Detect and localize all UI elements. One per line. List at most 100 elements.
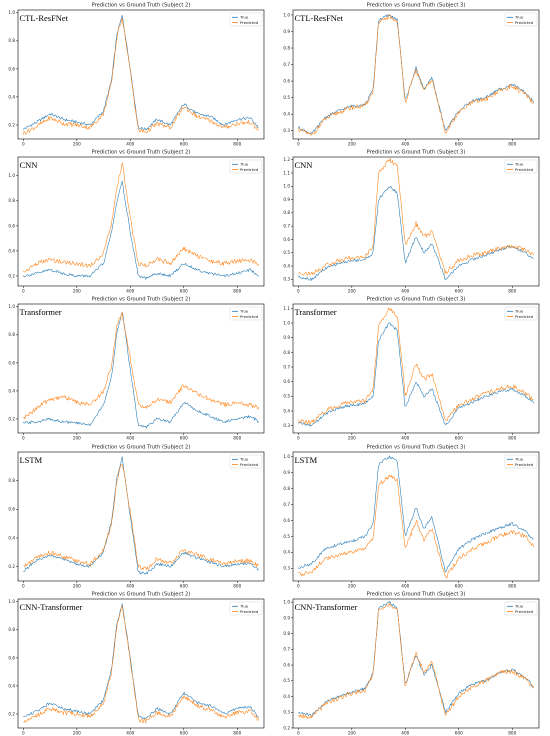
- series-line-predicted: [298, 307, 534, 425]
- legend-label-predicted: Predicted: [515, 167, 534, 172]
- y-tick-label: 0.6: [283, 379, 290, 384]
- chart-panel-5: Prediction vs Ground Truth (Subject 3) 0.…: [283, 297, 540, 441]
- x-tick-label: 600: [180, 288, 188, 293]
- model-name-label: CNN-Transformer: [295, 602, 358, 612]
- y-tick-label: 0.6: [283, 79, 290, 84]
- plot-area: [292, 156, 540, 287]
- x-tick-label: 400: [126, 436, 134, 441]
- chart-panel-9: Prediction vs Ground Truth (Subject 3) 0.…: [283, 591, 540, 735]
- y-tick-label: 0.2: [8, 417, 15, 422]
- chart-title: Prediction vs Ground Truth (Subject 2): [92, 2, 191, 8]
- legend-label-predicted: Predicted: [240, 461, 259, 466]
- chart-title: Prediction vs Ground Truth (Subject 3): [367, 591, 466, 597]
- x-tick-label: 800: [233, 583, 241, 588]
- legend-label-predicted: Predicted: [515, 20, 534, 25]
- plot-area: [17, 598, 265, 729]
- y-tick-label: 1.0: [283, 12, 290, 17]
- x-tick-label: 400: [401, 141, 409, 146]
- y-tick-label: 1.0: [8, 10, 15, 15]
- chart-title: Prediction vs Ground Truth (Subject 2): [92, 444, 191, 450]
- x-tick-label: 0: [22, 583, 25, 588]
- y-tick-label: 1.0: [8, 173, 15, 178]
- y-tick-label: 0.6: [8, 223, 15, 228]
- y-tick-label: 1.1: [283, 171, 290, 176]
- series-line-true: [298, 600, 534, 717]
- series-line-true: [23, 603, 259, 719]
- y-tick-label: 0.7: [283, 62, 290, 67]
- y-tick-label: 0.7: [283, 224, 290, 229]
- chart-panel-0: Prediction vs Ground Truth (Subject 2) 0.…: [8, 2, 265, 146]
- legend-label-true: True: [239, 309, 249, 314]
- x-tick-label: 800: [233, 141, 241, 146]
- x-tick-label: 400: [401, 730, 409, 735]
- legend-label-true: True: [514, 15, 524, 20]
- x-tick-label: 0: [297, 730, 300, 735]
- x-tick-label: 400: [126, 141, 134, 146]
- model-name-label: CTL-ResFNet: [20, 13, 69, 23]
- chart-title: Prediction vs Ground Truth (Subject 3): [367, 297, 466, 303]
- chart-panel-7: Prediction vs Ground Truth (Subject 3) 0.…: [283, 444, 540, 588]
- legend-label-true: True: [514, 603, 524, 608]
- y-tick-label: 0.9: [283, 470, 290, 475]
- y-tick-label: 0.8: [283, 45, 290, 50]
- series-line-predicted: [23, 312, 259, 420]
- y-tick-label: 0.5: [283, 250, 290, 255]
- y-tick-label: 1.0: [283, 321, 290, 326]
- y-tick-label: 0.5: [283, 533, 290, 538]
- y-tick-label: 0.6: [283, 237, 290, 242]
- y-tick-label: 0.4: [283, 694, 290, 699]
- series-line-predicted: [23, 17, 259, 135]
- y-tick-label: 0.5: [283, 95, 290, 100]
- x-tick-label: 600: [180, 583, 188, 588]
- x-tick-label: 800: [233, 288, 241, 293]
- y-tick-label: 0.8: [8, 627, 15, 632]
- legend-label-true: True: [239, 456, 249, 461]
- chart-panel-8: Prediction vs Ground Truth (Subject 2) 0.…: [8, 591, 265, 735]
- y-tick-label: 0.3: [283, 128, 290, 133]
- x-tick-label: 400: [401, 436, 409, 441]
- y-tick-label: 0.9: [283, 336, 290, 341]
- series-line-predicted: [23, 162, 259, 273]
- series-line-predicted: [298, 14, 534, 136]
- x-tick-label: 0: [22, 141, 25, 146]
- y-tick-label: 0.5: [283, 394, 290, 399]
- y-tick-label: 0.4: [283, 409, 290, 414]
- x-tick-label: 800: [508, 730, 516, 735]
- x-tick-label: 400: [126, 583, 134, 588]
- model-name-label: CTL-ResFNet: [295, 13, 344, 23]
- legend-label-true: True: [514, 456, 524, 461]
- y-tick-label: 1.0: [8, 599, 15, 604]
- series-line-true: [23, 456, 259, 575]
- y-tick-label: 0.6: [8, 655, 15, 660]
- model-name-label: CNN-Transformer: [20, 602, 83, 612]
- legend-label-true: True: [514, 309, 524, 314]
- y-tick-label: 0.4: [8, 94, 15, 99]
- x-tick-label: 0: [22, 730, 25, 735]
- series-line-predicted: [23, 605, 259, 724]
- x-tick-label: 600: [455, 583, 463, 588]
- y-tick-label: 0.7: [283, 647, 290, 652]
- y-tick-label: 0.9: [283, 615, 290, 620]
- y-tick-label: 0.5: [283, 678, 290, 683]
- x-tick-label: 600: [455, 141, 463, 146]
- x-tick-label: 800: [508, 436, 516, 441]
- y-tick-label: 1.1: [283, 306, 290, 311]
- x-tick-label: 600: [180, 730, 188, 735]
- y-tick-label: 0.6: [8, 66, 15, 71]
- y-tick-label: 0.2: [283, 725, 290, 730]
- series-line-predicted: [298, 602, 534, 719]
- series-line-true: [298, 186, 534, 282]
- y-tick-label: 0.2: [8, 122, 15, 127]
- x-tick-label: 800: [233, 436, 241, 441]
- chart-title: Prediction vs Ground Truth (Subject 2): [92, 150, 191, 156]
- x-tick-label: 200: [73, 583, 81, 588]
- x-tick-label: 400: [126, 288, 134, 293]
- series-line-true: [23, 14, 259, 131]
- chart-title: Prediction vs Ground Truth (Subject 2): [92, 591, 191, 597]
- legend-label-predicted: Predicted: [240, 314, 259, 319]
- x-tick-label: 600: [180, 141, 188, 146]
- y-tick-label: 0.4: [8, 249, 15, 254]
- x-tick-label: 0: [297, 583, 300, 588]
- x-tick-label: 200: [348, 730, 356, 735]
- y-tick-label: 1.2: [283, 157, 290, 162]
